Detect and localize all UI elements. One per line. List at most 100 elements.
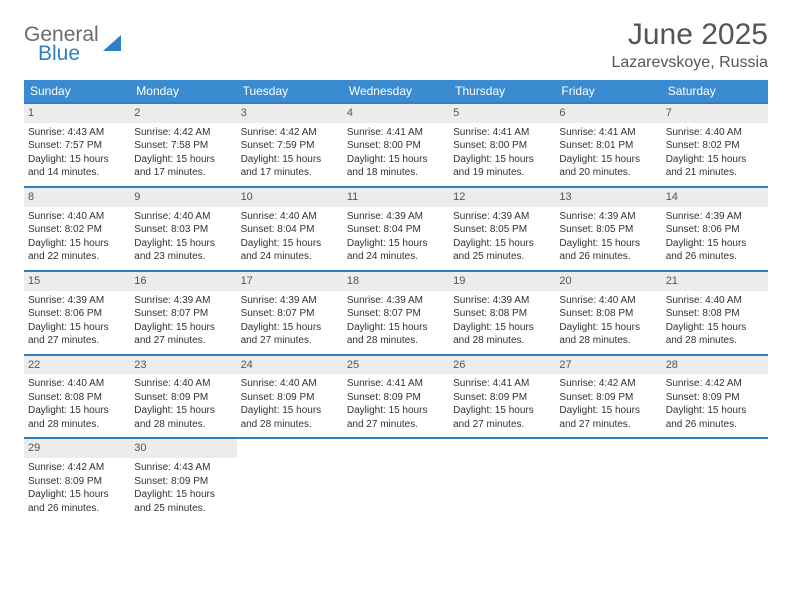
daylight-line2: and 28 minutes. xyxy=(453,334,551,348)
day-number: 3 xyxy=(237,104,343,123)
daylight-line2: and 23 minutes. xyxy=(134,250,232,264)
daylight-line2: and 26 minutes. xyxy=(666,250,764,264)
day-number: 30 xyxy=(130,439,236,458)
daylight-line1: Daylight: 15 hours xyxy=(559,153,657,167)
sunset-line: Sunset: 8:07 PM xyxy=(241,307,339,321)
daylight-line1: Daylight: 15 hours xyxy=(134,153,232,167)
sunrise-line: Sunrise: 4:39 AM xyxy=(453,294,551,308)
header: General Blue June 2025 Lazarevskoye, Rus… xyxy=(24,18,768,72)
sunrise-line: Sunrise: 4:39 AM xyxy=(28,294,126,308)
day-number: 15 xyxy=(24,272,130,291)
daylight-line1: Daylight: 15 hours xyxy=(28,321,126,335)
day-number: 25 xyxy=(343,356,449,375)
day-cell: 30Sunrise: 4:43 AMSunset: 8:09 PMDayligh… xyxy=(130,438,236,521)
daylight-line2: and 25 minutes. xyxy=(134,502,232,516)
daylight-line1: Daylight: 15 hours xyxy=(241,237,339,251)
sunset-line: Sunset: 8:07 PM xyxy=(134,307,232,321)
day-cell: 8Sunrise: 4:40 AMSunset: 8:02 PMDaylight… xyxy=(24,187,130,271)
day-cell: 15Sunrise: 4:39 AMSunset: 8:06 PMDayligh… xyxy=(24,271,130,355)
day-cell: 18Sunrise: 4:39 AMSunset: 8:07 PMDayligh… xyxy=(343,271,449,355)
day-cell: 17Sunrise: 4:39 AMSunset: 8:07 PMDayligh… xyxy=(237,271,343,355)
sunset-line: Sunset: 8:00 PM xyxy=(453,139,551,153)
day-number: 24 xyxy=(237,356,343,375)
sunset-line: Sunset: 8:09 PM xyxy=(453,391,551,405)
sunrise-line: Sunrise: 4:40 AM xyxy=(559,294,657,308)
month-title: June 2025 xyxy=(611,18,768,52)
calendar-table: Sunday Monday Tuesday Wednesday Thursday… xyxy=(24,80,768,521)
daylight-line1: Daylight: 15 hours xyxy=(28,153,126,167)
daylight-line2: and 17 minutes. xyxy=(134,166,232,180)
sunset-line: Sunset: 7:59 PM xyxy=(241,139,339,153)
day-cell: 6Sunrise: 4:41 AMSunset: 8:01 PMDaylight… xyxy=(555,103,661,187)
daylight-line2: and 28 minutes. xyxy=(347,334,445,348)
daylight-line2: and 28 minutes. xyxy=(666,334,764,348)
sunset-line: Sunset: 8:05 PM xyxy=(559,223,657,237)
day-cell: 7Sunrise: 4:40 AMSunset: 8:02 PMDaylight… xyxy=(662,103,768,187)
daylight-line2: and 24 minutes. xyxy=(347,250,445,264)
daylight-line2: and 20 minutes. xyxy=(559,166,657,180)
daylight-line2: and 27 minutes. xyxy=(453,418,551,432)
sunrise-line: Sunrise: 4:40 AM xyxy=(241,377,339,391)
daylight-line2: and 26 minutes. xyxy=(666,418,764,432)
day-number: 21 xyxy=(662,272,768,291)
daylight-line1: Daylight: 15 hours xyxy=(666,153,764,167)
sunrise-line: Sunrise: 4:40 AM xyxy=(134,210,232,224)
daylight-line2: and 19 minutes. xyxy=(453,166,551,180)
sunset-line: Sunset: 8:09 PM xyxy=(559,391,657,405)
sunrise-line: Sunrise: 4:39 AM xyxy=(134,294,232,308)
day-cell: 21Sunrise: 4:40 AMSunset: 8:08 PMDayligh… xyxy=(662,271,768,355)
day-cell: 20Sunrise: 4:40 AMSunset: 8:08 PMDayligh… xyxy=(555,271,661,355)
sunset-line: Sunset: 8:08 PM xyxy=(559,307,657,321)
sunset-line: Sunset: 7:58 PM xyxy=(134,139,232,153)
sunrise-line: Sunrise: 4:41 AM xyxy=(453,377,551,391)
day-number: 19 xyxy=(449,272,555,291)
sunrise-line: Sunrise: 4:39 AM xyxy=(241,294,339,308)
day-header: Friday xyxy=(555,80,661,103)
sunset-line: Sunset: 8:07 PM xyxy=(347,307,445,321)
day-cell: 25Sunrise: 4:41 AMSunset: 8:09 PMDayligh… xyxy=(343,355,449,439)
day-number: 12 xyxy=(449,188,555,207)
day-number: 29 xyxy=(24,439,130,458)
daylight-line1: Daylight: 15 hours xyxy=(347,153,445,167)
daylight-line2: and 14 minutes. xyxy=(28,166,126,180)
week-row: 8Sunrise: 4:40 AMSunset: 8:02 PMDaylight… xyxy=(24,187,768,271)
day-cell: 16Sunrise: 4:39 AMSunset: 8:07 PMDayligh… xyxy=(130,271,236,355)
daylight-line2: and 24 minutes. xyxy=(241,250,339,264)
day-header: Sunday xyxy=(24,80,130,103)
sunset-line: Sunset: 8:04 PM xyxy=(347,223,445,237)
day-cell: 11Sunrise: 4:39 AMSunset: 8:04 PMDayligh… xyxy=(343,187,449,271)
day-number: 22 xyxy=(24,356,130,375)
day-number: 27 xyxy=(555,356,661,375)
daylight-line1: Daylight: 15 hours xyxy=(453,237,551,251)
day-cell: 5Sunrise: 4:41 AMSunset: 8:00 PMDaylight… xyxy=(449,103,555,187)
daylight-line2: and 28 minutes. xyxy=(241,418,339,432)
day-cell: 23Sunrise: 4:40 AMSunset: 8:09 PMDayligh… xyxy=(130,355,236,439)
sunset-line: Sunset: 8:08 PM xyxy=(453,307,551,321)
daylight-line1: Daylight: 15 hours xyxy=(347,237,445,251)
day-cell: 19 Sunrise: 4:39 AMSunset: 8:08 PMDayligh… xyxy=(449,271,555,355)
daylight-line1: Daylight: 15 hours xyxy=(559,237,657,251)
day-cell: 12Sunrise: 4:39 AMSunset: 8:05 PMDayligh… xyxy=(449,187,555,271)
sunrise-line: Sunrise: 4:40 AM xyxy=(666,126,764,140)
sunrise-line: Sunrise: 4:43 AM xyxy=(134,461,232,475)
sunrise-line: Sunrise: 4:42 AM xyxy=(134,126,232,140)
day-cell: 3Sunrise: 4:42 AMSunset: 7:59 PMDaylight… xyxy=(237,103,343,187)
sunset-line: Sunset: 8:04 PM xyxy=(241,223,339,237)
sunrise-line: Sunrise: 4:40 AM xyxy=(28,210,126,224)
sunrise-line: Sunrise: 4:42 AM xyxy=(559,377,657,391)
day-cell: . xyxy=(343,438,449,521)
day-number: 2 xyxy=(130,104,236,123)
sunrise-line: Sunrise: 4:39 AM xyxy=(559,210,657,224)
daylight-line2: and 26 minutes. xyxy=(28,502,126,516)
daylight-line1: Daylight: 15 hours xyxy=(453,321,551,335)
daylight-line1: Daylight: 15 hours xyxy=(559,404,657,418)
daylight-line2: and 18 minutes. xyxy=(347,166,445,180)
daylight-line1: Daylight: 15 hours xyxy=(241,404,339,418)
sunset-line: Sunset: 8:09 PM xyxy=(347,391,445,405)
day-cell: . xyxy=(237,438,343,521)
daylight-line2: and 27 minutes. xyxy=(559,418,657,432)
daylight-line2: and 22 minutes. xyxy=(28,250,126,264)
sunset-line: Sunset: 8:09 PM xyxy=(241,391,339,405)
day-cell: 24 Sunrise: 4:40 AMSunset: 8:09 PMDayligh… xyxy=(237,355,343,439)
daylight-line1: Daylight: 15 hours xyxy=(241,321,339,335)
